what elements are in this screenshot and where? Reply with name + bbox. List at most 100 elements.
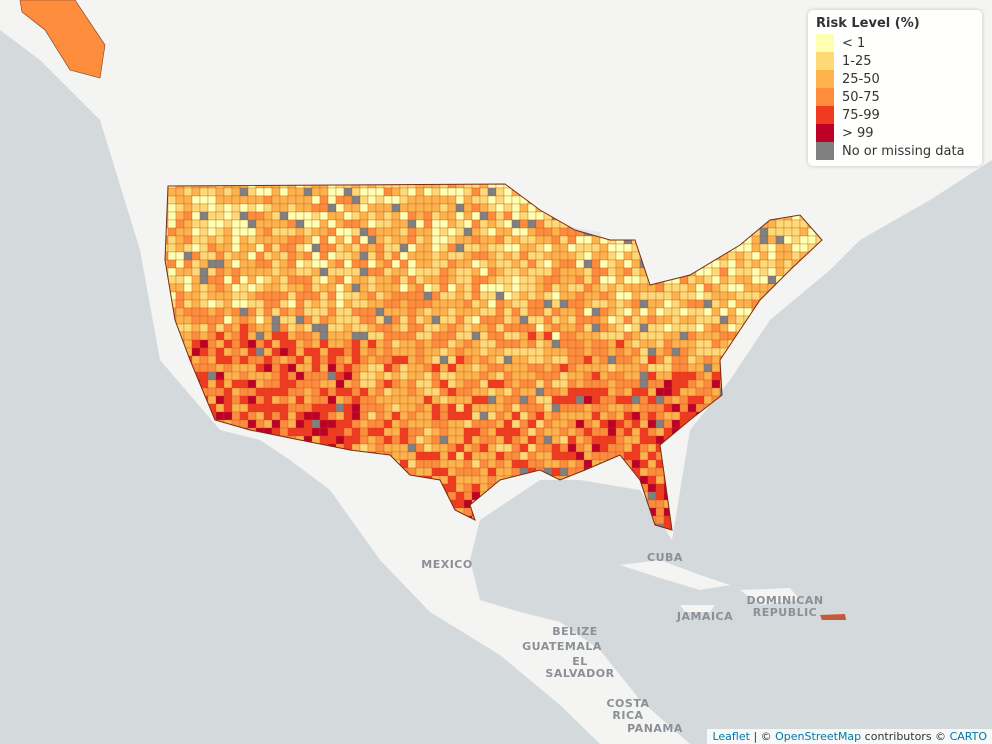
county bbox=[367, 187, 377, 197]
county bbox=[207, 267, 217, 277]
county bbox=[287, 243, 297, 253]
county bbox=[295, 331, 305, 341]
county bbox=[375, 371, 385, 381]
county bbox=[256, 532, 264, 540]
county bbox=[695, 483, 705, 493]
county bbox=[727, 499, 737, 509]
attribution-text: contributors © bbox=[864, 730, 947, 743]
county bbox=[175, 259, 185, 269]
county bbox=[743, 403, 753, 413]
county bbox=[767, 267, 777, 277]
county bbox=[263, 187, 273, 197]
county bbox=[423, 219, 433, 229]
county bbox=[783, 347, 793, 357]
county bbox=[575, 243, 585, 253]
county bbox=[247, 451, 257, 461]
county bbox=[711, 291, 721, 301]
county bbox=[591, 427, 601, 437]
county bbox=[511, 323, 521, 333]
county bbox=[519, 459, 529, 469]
county bbox=[455, 451, 465, 461]
county bbox=[639, 379, 649, 389]
county bbox=[183, 483, 193, 493]
county bbox=[559, 347, 569, 357]
county bbox=[303, 499, 313, 509]
county bbox=[807, 363, 817, 373]
county bbox=[519, 235, 529, 245]
county bbox=[824, 516, 832, 524]
county bbox=[175, 459, 185, 469]
county bbox=[695, 275, 705, 285]
county bbox=[655, 299, 665, 309]
county bbox=[623, 331, 633, 341]
county bbox=[671, 395, 681, 405]
county bbox=[735, 395, 745, 405]
county bbox=[487, 219, 497, 229]
county bbox=[343, 411, 353, 421]
county bbox=[311, 331, 321, 341]
county bbox=[783, 363, 793, 373]
county bbox=[287, 315, 297, 325]
county bbox=[447, 451, 457, 461]
county bbox=[231, 315, 241, 325]
legend-item: 1-25 bbox=[816, 52, 974, 70]
county bbox=[463, 443, 473, 453]
county bbox=[175, 451, 185, 461]
county bbox=[263, 491, 273, 501]
county bbox=[663, 307, 673, 317]
county bbox=[575, 283, 585, 293]
county bbox=[759, 467, 769, 477]
county bbox=[167, 251, 177, 261]
county bbox=[447, 323, 457, 333]
county bbox=[327, 267, 337, 277]
county bbox=[519, 387, 529, 397]
county bbox=[751, 347, 761, 357]
county bbox=[383, 411, 393, 421]
county bbox=[775, 243, 785, 253]
county bbox=[439, 355, 449, 365]
county bbox=[799, 515, 809, 525]
county bbox=[239, 515, 249, 525]
county bbox=[687, 467, 697, 477]
county bbox=[335, 227, 345, 237]
county bbox=[615, 379, 625, 389]
county bbox=[287, 187, 297, 197]
county bbox=[231, 195, 241, 205]
county bbox=[695, 307, 705, 317]
county bbox=[479, 475, 489, 485]
county bbox=[479, 195, 489, 205]
county bbox=[359, 435, 369, 445]
county bbox=[647, 291, 657, 301]
county bbox=[191, 243, 201, 253]
osm-link[interactable]: OpenStreetMap bbox=[775, 730, 862, 743]
county bbox=[375, 427, 385, 437]
county bbox=[527, 427, 537, 437]
county bbox=[607, 499, 617, 509]
county bbox=[215, 203, 225, 213]
county bbox=[727, 483, 737, 493]
county bbox=[511, 251, 521, 261]
county bbox=[824, 412, 832, 420]
county bbox=[271, 411, 281, 421]
county bbox=[439, 339, 449, 349]
county bbox=[479, 219, 489, 229]
county bbox=[191, 451, 201, 461]
county bbox=[167, 187, 177, 197]
county bbox=[743, 411, 753, 421]
county bbox=[719, 283, 729, 293]
county bbox=[751, 395, 761, 405]
county bbox=[165, 523, 169, 530]
county bbox=[319, 411, 329, 421]
county bbox=[271, 371, 281, 381]
county bbox=[463, 459, 473, 469]
county bbox=[727, 251, 737, 261]
county bbox=[767, 371, 777, 381]
carto-link[interactable]: CARTO bbox=[949, 730, 987, 743]
leaflet-link[interactable]: Leaflet bbox=[712, 730, 750, 743]
county bbox=[711, 267, 721, 277]
county bbox=[527, 243, 537, 253]
county bbox=[215, 483, 225, 493]
county bbox=[455, 227, 465, 237]
county bbox=[623, 251, 633, 261]
county bbox=[351, 435, 361, 445]
